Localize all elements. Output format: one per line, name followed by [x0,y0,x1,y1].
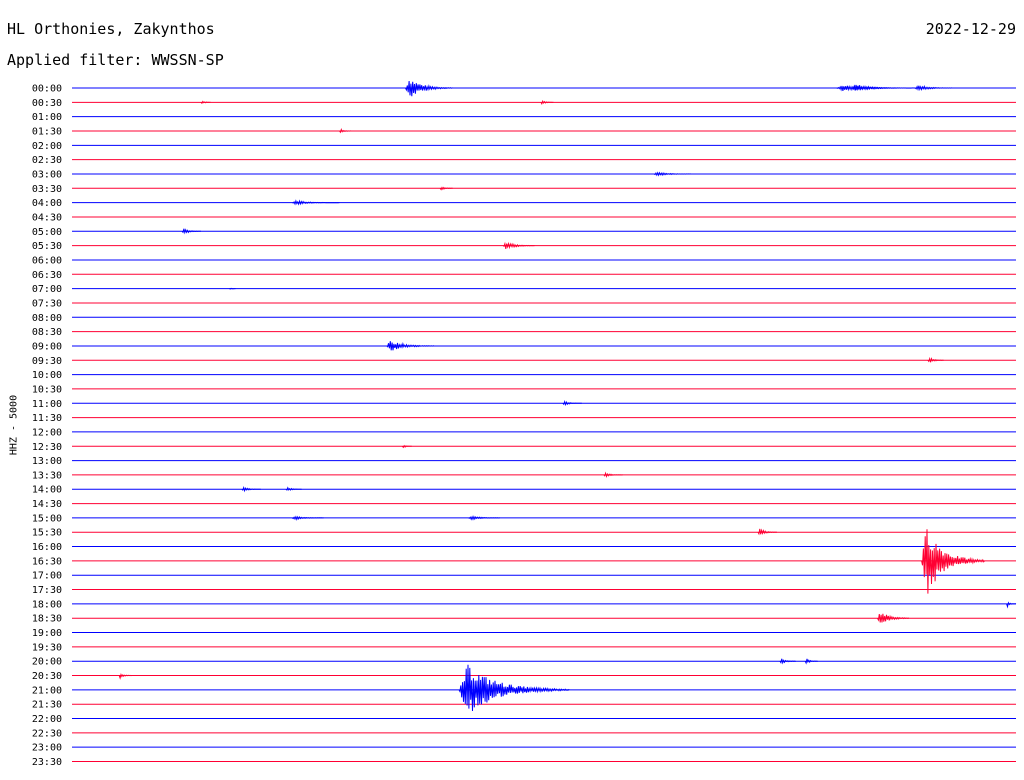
tick-label: 14:30 [32,499,62,510]
tick-label: 02:00 [32,141,62,152]
seismic-event [229,287,236,290]
tick-label: 02:30 [32,155,62,166]
tick-label: 17:30 [32,585,62,596]
trace-group [72,80,1017,763]
seismic-event [1006,601,1017,609]
seismic-event [181,228,202,235]
seismic-event [339,128,353,134]
tick-label: 19:30 [32,642,62,653]
tick-label: 16:00 [32,542,62,553]
seismic-event [540,99,554,105]
seismic-event [292,199,340,206]
tick-label: 15:30 [32,528,62,539]
seismic-event [804,658,818,665]
seismic-event [402,444,412,449]
station-title: HL Orthonies, Zakynthos [7,20,215,38]
tick-label: 07:30 [32,298,62,309]
tick-label: 18:00 [32,599,62,610]
tick-label: 05:00 [32,227,62,238]
tick-label: 12:00 [32,427,62,438]
seismic-event [285,486,302,491]
seismic-event [118,672,132,680]
tick-label: 13:30 [32,470,62,481]
filter-label: Applied filter: WWSSN-SP [7,51,224,69]
tick-label: 09:00 [32,341,62,352]
tick-label: 09:30 [32,356,62,367]
tick-label: 14:00 [32,485,62,496]
tick-label: 07:00 [32,284,62,295]
tick-label: 20:30 [32,671,62,682]
seismic-event [458,664,570,712]
tick-label: 01:30 [32,126,62,137]
seismic-event [241,485,261,493]
tick-label: 22:30 [32,728,62,739]
tick-label: 03:00 [32,169,62,180]
seismic-event [877,613,910,623]
seismic-event [603,471,623,478]
seismic-event [921,529,985,594]
tick-label: 17:00 [32,571,62,582]
tick-label: 18:30 [32,614,62,625]
tick-label: 00:30 [32,98,62,109]
seismic-event [927,356,944,363]
tick-label: 15:00 [32,513,62,524]
tick-label: 19:00 [32,628,62,639]
tick-label: 11:30 [32,413,62,424]
tick-label: 22:00 [32,714,62,725]
seismic-event [914,84,954,92]
tick-label: 06:00 [32,255,62,266]
tick-label: 16:30 [32,556,62,567]
tick-label: 23:30 [32,757,62,768]
seismic-event [757,528,777,536]
tick-label: 13:00 [32,456,62,467]
tick-label: 00:00 [32,84,62,95]
seismic-event [439,186,453,191]
seismic-event [502,241,535,250]
tick-label: 04:00 [32,198,62,209]
tick-label-group: 00:00 00:30 01:00 01:30 02:00 02:30 03:00 03:30… [32,84,62,769]
seismic-event [653,171,692,177]
tick-label: 08:30 [32,327,62,338]
tick-label: 10:00 [32,370,62,381]
tick-label: 08:00 [32,313,62,324]
seismic-event [852,84,900,91]
tick-label: 21:30 [32,700,62,711]
tick-label: 06:30 [32,270,62,281]
tick-label: 03:30 [32,184,62,195]
seismic-event [200,100,211,105]
tick-label: 05:30 [32,241,62,252]
tick-label: 12:30 [32,442,62,453]
seismic-event [292,515,324,521]
date-label: 2022-12-29 [925,20,1016,38]
tick-label: 01:00 [32,112,62,123]
tick-label: 04:30 [32,212,62,223]
seismic-event [468,515,500,521]
tick-label: 20:00 [32,657,62,668]
seismic-event [779,658,796,665]
seismic-event [405,80,453,97]
tick-label: 23:00 [32,743,62,754]
tick-label: 21:00 [32,685,62,696]
seismic-event [562,399,582,407]
tick-label: 10:30 [32,384,62,395]
tick-label: 11:00 [32,399,62,410]
seismic-event [386,341,435,351]
